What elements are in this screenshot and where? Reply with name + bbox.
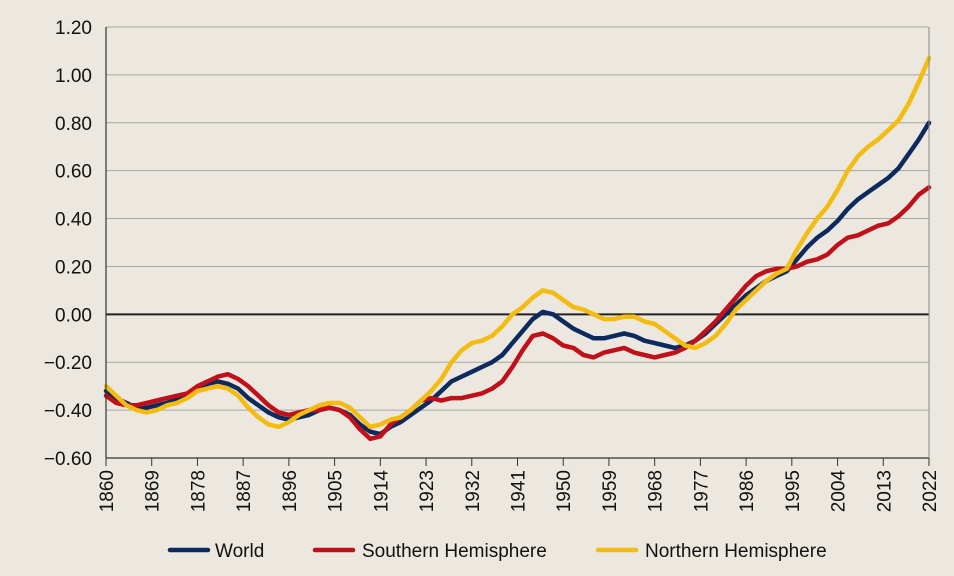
x-tick-label: 1950 — [554, 470, 575, 512]
plot-frame — [105, 27, 930, 459]
x-tick-label: 1941 — [509, 470, 530, 512]
x-tick-label: 1968 — [646, 470, 667, 512]
x-tick-label: 1932 — [463, 470, 484, 512]
y-tick-label: 0.60 — [55, 162, 92, 183]
y-tick-label: 1.00 — [55, 66, 92, 87]
x-tick-label: 1986 — [737, 470, 758, 512]
series-line-world — [103, 120, 932, 437]
legend-label-northern-hemisphere: Northern Hemisphere — [645, 541, 827, 562]
y-tick-label: −0.40 — [44, 401, 92, 422]
x-tick-label: 1959 — [600, 470, 621, 512]
series-line-southern-hemisphere — [103, 185, 932, 442]
legend: World Southern Hemisphere Northern Hemisph… — [167, 541, 827, 562]
x-tick-label: 1887 — [234, 470, 255, 512]
x-tick-label: 1905 — [326, 470, 347, 512]
x-tick-label: 1878 — [188, 470, 209, 512]
y-tick-label: −0.20 — [44, 353, 92, 374]
x-axis-ticks: 1860 1869 1878 1887 1896 1905 1914 1923 1932 1941… — [97, 458, 941, 512]
x-tick-label: 1995 — [783, 470, 804, 512]
legend-label-southern-hemisphere: Southern Hemisphere — [362, 541, 547, 562]
x-tick-label: 2022 — [920, 470, 941, 512]
y-tick-label: 1.20 — [55, 18, 92, 39]
y-tick-label: −0.60 — [44, 449, 92, 470]
y-tick-label: 0.80 — [55, 114, 92, 135]
plot-area — [106, 27, 929, 458]
x-tick-label: 1923 — [417, 470, 438, 512]
x-tick-label: 1914 — [371, 470, 392, 513]
x-tick-label: 2013 — [874, 470, 895, 512]
y-tick-label: 0.00 — [55, 305, 92, 326]
x-tick-label: 1869 — [143, 470, 164, 512]
y-axis-ticks: 1.20 1.00 0.80 0.60 0.40 0.20 0.00 −0.20 −0.40 −0… — [44, 18, 92, 470]
y-tick-label: 0.40 — [55, 210, 92, 231]
legend-label-world: World — [215, 541, 264, 562]
x-tick-label: 1977 — [691, 470, 712, 512]
x-tick-label: 1896 — [280, 470, 301, 512]
y-tick-label: 0.20 — [55, 257, 92, 278]
x-tick-label: 1860 — [97, 470, 118, 512]
x-tick-label: 2004 — [829, 470, 850, 513]
series-lines — [103, 55, 932, 442]
series-line-northern-hemisphere — [103, 55, 932, 430]
